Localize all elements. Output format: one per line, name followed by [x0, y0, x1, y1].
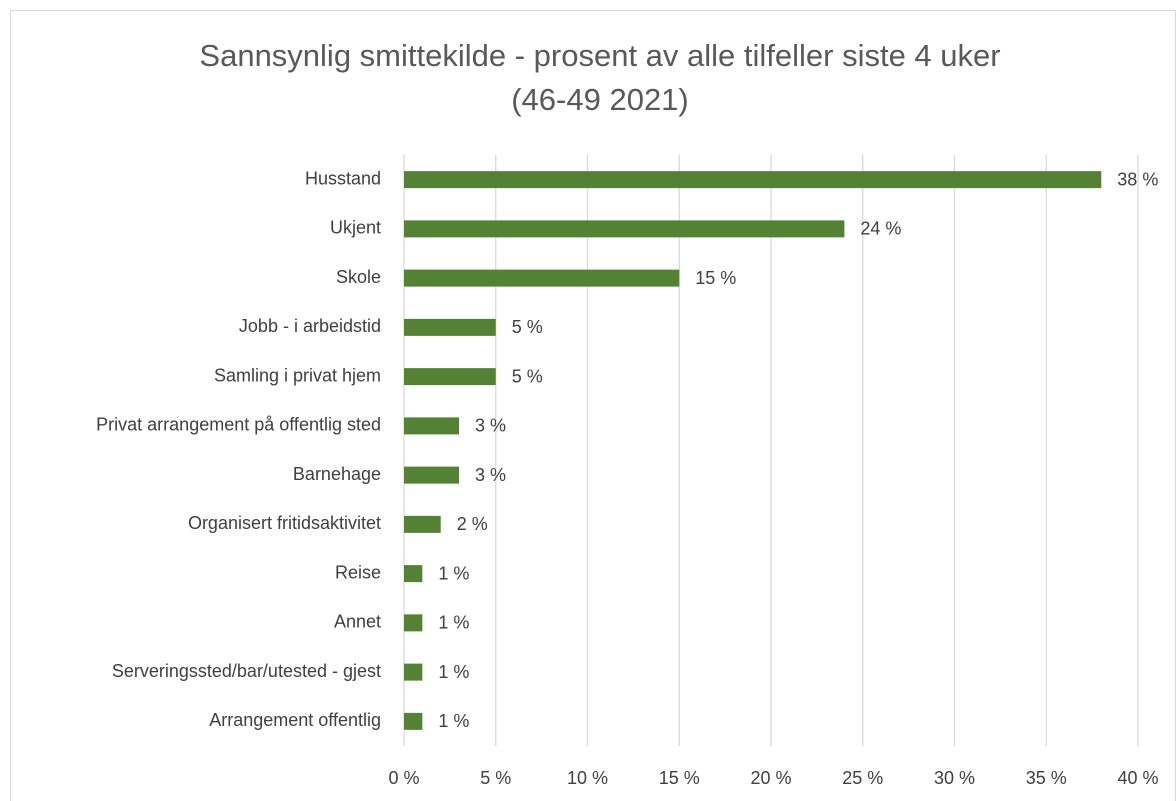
- y-tick-label: Arrangement offentlig: [209, 710, 381, 730]
- y-tick-label: Reise: [335, 562, 381, 582]
- x-tick-label: 25 %: [842, 768, 883, 788]
- bar: [404, 368, 496, 386]
- y-tick-label: Organisert fritidsaktivitet: [188, 513, 381, 533]
- y-tick-label: Annet: [334, 612, 381, 632]
- bar: [404, 712, 423, 730]
- data-label: 3 %: [475, 416, 506, 436]
- data-label: 5 %: [512, 317, 543, 337]
- chart-title: (46-49 2021): [511, 82, 689, 117]
- chart-border: [10, 10, 1176, 801]
- y-tick-label: Ukjent: [330, 218, 381, 238]
- y-tick-label: Privat arrangement på offentlig sted: [96, 415, 381, 435]
- bar: [404, 417, 460, 435]
- data-label: 2 %: [457, 514, 488, 534]
- y-tick-label: Skole: [336, 267, 381, 287]
- chart-title: Sannsynlig smittekilde - prosent av alle…: [199, 38, 1000, 73]
- x-tick-label: 10 %: [567, 768, 608, 788]
- bar: [404, 220, 845, 238]
- y-tick-label: Jobb - i arbeidstid: [239, 316, 381, 336]
- data-label: 3 %: [475, 465, 506, 485]
- bar: [404, 269, 680, 287]
- data-label: 1 %: [438, 563, 469, 583]
- bar: [404, 565, 423, 583]
- data-label: 1 %: [438, 662, 469, 682]
- data-label: 5 %: [512, 366, 543, 386]
- bar: [404, 466, 460, 484]
- x-tick-label: 40 %: [1117, 768, 1158, 788]
- x-tick-label: 20 %: [750, 768, 791, 788]
- x-tick-label: 0 %: [388, 768, 419, 788]
- y-tick-label: Samling i privat hjem: [214, 365, 381, 385]
- bar: [404, 318, 496, 336]
- data-label: 24 %: [860, 219, 901, 239]
- x-tick-label: 30 %: [934, 768, 975, 788]
- data-label: 1 %: [438, 613, 469, 633]
- x-tick-label: 5 %: [480, 768, 511, 788]
- y-tick-label: Husstand: [305, 168, 381, 188]
- y-tick-label: Serveringssted/bar/utested - gjest: [112, 661, 381, 681]
- bar: [404, 515, 441, 533]
- x-tick-label: 35 %: [1026, 768, 1067, 788]
- y-tick-label: Barnehage: [293, 464, 381, 484]
- bar: [404, 663, 423, 681]
- data-label: 15 %: [695, 268, 736, 288]
- data-label: 38 %: [1117, 169, 1158, 189]
- data-label: 1 %: [438, 711, 469, 731]
- bar: [404, 614, 423, 632]
- x-tick-label: 15 %: [659, 768, 700, 788]
- bar: [404, 171, 1102, 189]
